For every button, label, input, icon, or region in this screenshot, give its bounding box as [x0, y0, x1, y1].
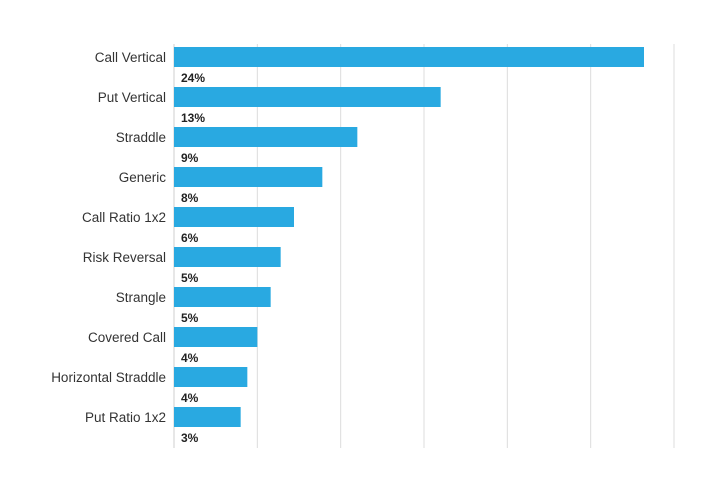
value-label: 8%: [181, 191, 199, 205]
value-label: 4%: [181, 391, 199, 405]
value-label: 24%: [181, 71, 205, 85]
grid-lines: [173, 44, 675, 448]
value-label: 6%: [181, 231, 199, 245]
value-label: 5%: [181, 271, 199, 285]
bar: [174, 207, 294, 227]
value-label: 4%: [181, 351, 199, 365]
value-labels: 24% 13% 9% 8% 6% 5% 5% 4% 4% 3%: [181, 71, 205, 445]
bar: [174, 87, 441, 107]
category-label: Call Ratio 1x2: [82, 210, 166, 225]
value-label: 9%: [181, 151, 199, 165]
category-label: Call Vertical: [95, 50, 166, 65]
bar: [174, 327, 258, 347]
value-label: 3%: [181, 431, 199, 445]
category-label: Generic: [119, 170, 167, 185]
category-label: Strangle: [116, 290, 166, 305]
category-label: Horizontal Straddle: [51, 370, 166, 385]
bar: [174, 407, 241, 427]
value-label: 5%: [181, 311, 199, 325]
category-label: Risk Reversal: [83, 250, 166, 265]
value-label: 13%: [181, 111, 205, 125]
bar: [174, 167, 323, 187]
category-labels: Call Vertical Put Vertical Straddle Generic…: [51, 50, 166, 425]
bar: [174, 247, 281, 267]
bars: [174, 47, 644, 427]
category-label: Put Ratio 1x2: [85, 410, 166, 425]
bar: [174, 127, 358, 147]
bar: [174, 367, 248, 387]
category-label: Put Vertical: [98, 90, 166, 105]
bar: [174, 47, 644, 67]
category-label: Covered Call: [88, 330, 166, 345]
category-label: Straddle: [116, 130, 166, 145]
bar: [174, 287, 271, 307]
